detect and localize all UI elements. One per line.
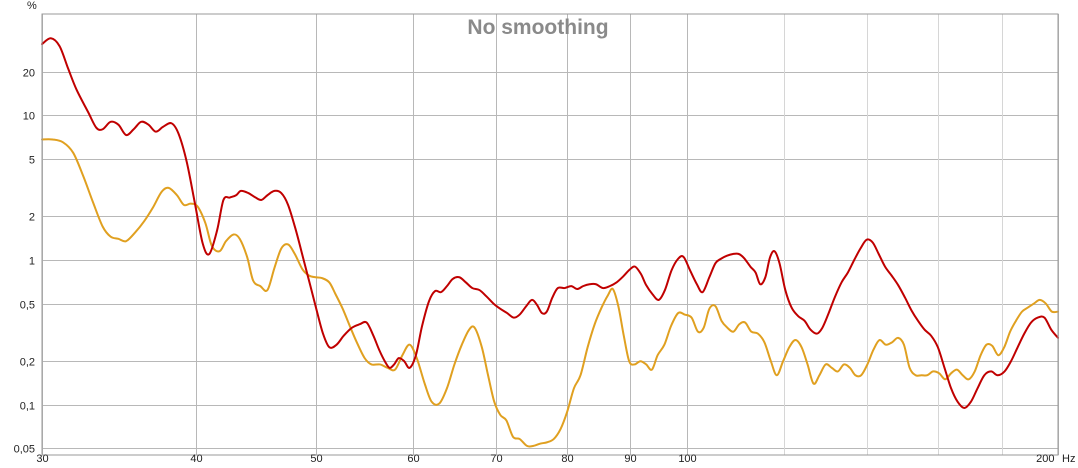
x-tick-label: 100 <box>678 453 696 465</box>
x-tick-label: 70 <box>490 453 502 465</box>
x-tick-label: 200 <box>1036 453 1054 465</box>
plot-background <box>42 14 1058 455</box>
y-tick-label: 0,05 <box>14 444 35 456</box>
series-line-orange <box>41 138 1059 448</box>
x-unit-label: Hz <box>1062 453 1075 465</box>
x-tick-label: 90 <box>624 453 636 465</box>
y-tick-label: 1 <box>29 256 35 268</box>
x-tick-label: 30 <box>36 453 48 465</box>
y-tick-label: 0,2 <box>20 357 35 369</box>
series-group <box>41 37 1059 448</box>
y-tick-label: 0,1 <box>20 401 35 413</box>
y-tick-label: 0,5 <box>20 300 35 312</box>
x-tick-label: 60 <box>407 453 419 465</box>
y-tick-label: 10 <box>23 111 35 123</box>
y-tick-label: 20 <box>23 68 35 80</box>
x-tick-label: 80 <box>561 453 573 465</box>
y-tick-label: 5 <box>29 155 35 167</box>
chart-title: No smoothing <box>467 16 608 39</box>
series-line-red <box>41 37 1059 410</box>
x-tick-label: 40 <box>190 453 202 465</box>
axis-labels: 0,05 0,1 0,2 0,5 1 2 5 10 20 30 40 50 60 70 80 90 100 200… <box>14 0 1076 465</box>
y-unit-label: % <box>27 0 37 12</box>
plot-frame <box>41 13 1059 456</box>
y-tick-label: 2 <box>29 212 35 224</box>
x-tick-label: 50 <box>310 453 322 465</box>
